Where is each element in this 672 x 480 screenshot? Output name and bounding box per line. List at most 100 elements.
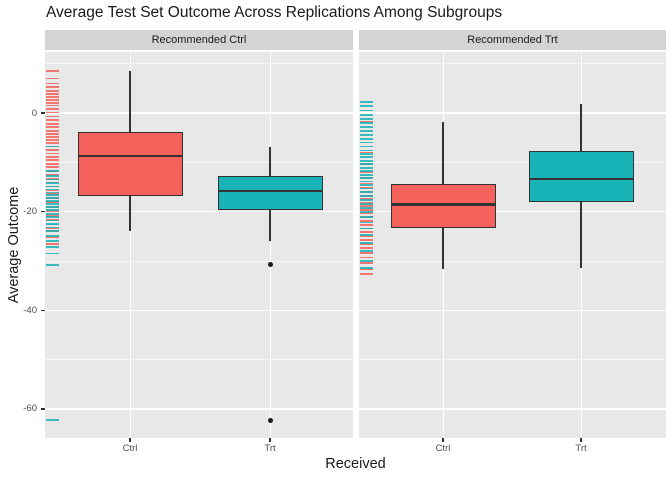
rug-mark-received_trt — [360, 166, 373, 169]
median-line — [528, 177, 634, 181]
x-tick-label: Trt — [575, 443, 587, 454]
x-axis-title: Received — [325, 456, 386, 472]
gridline-minor — [359, 63, 666, 64]
gridline-minor — [359, 359, 666, 360]
rug-mark-received_trt — [46, 174, 59, 177]
rug-mark-received_ctrl — [46, 152, 59, 155]
y-axis-tick — [41, 112, 45, 114]
gridline-major — [359, 112, 666, 114]
rug-mark-received_ctrl — [360, 272, 373, 275]
y-tick-label: 0 — [31, 107, 37, 119]
rug-mark-received_trt — [360, 129, 373, 132]
whisker-lower — [580, 201, 582, 268]
rug-mark-received_ctrl — [360, 205, 373, 208]
rug-mark-received_trt — [46, 245, 59, 248]
rug-mark-received_trt — [360, 202, 373, 205]
gridline-minor — [45, 161, 353, 163]
outlier-point — [267, 262, 273, 268]
rug-mark-received_ctrl — [46, 129, 59, 132]
rug-mark-received_ctrl — [46, 101, 59, 104]
rug-mark-received_ctrl — [46, 89, 59, 92]
rug-mark-received_trt — [360, 105, 373, 107]
rug-mark-received_ctrl — [360, 224, 373, 226]
rug-mark-received_trt — [360, 194, 373, 197]
y-axis-tick — [41, 309, 45, 311]
rug-mark-received_ctrl — [46, 119, 59, 122]
rug-mark-received_trt — [360, 234, 373, 237]
box-ctrl — [77, 131, 183, 196]
rug-mark-received_trt — [360, 198, 373, 201]
gridline-major — [45, 309, 353, 311]
rug-mark-received_trt — [360, 250, 373, 253]
rug-mark-received_trt — [46, 194, 59, 197]
rug-mark-received_ctrl — [46, 156, 59, 158]
rug-mark-received_ctrl — [46, 177, 59, 180]
rug-mark-received_ctrl — [360, 182, 373, 185]
rug-mark-received_trt — [46, 209, 59, 212]
rug-mark-received_trt — [360, 141, 373, 144]
rug-mark-received_trt — [360, 109, 373, 112]
facet-strip-recommended-ctrl: Recommended Ctrl — [45, 30, 353, 50]
box-ctrl — [390, 183, 496, 229]
rug-mark-received_trt — [360, 180, 373, 183]
x-tick-label: Ctrl — [122, 443, 138, 454]
rug-mark-received_trt — [46, 200, 59, 203]
facet-panel-recommended-ctrl — [45, 52, 353, 438]
rug-mark-received_trt — [46, 178, 59, 181]
whisker-upper — [269, 146, 271, 176]
rug-mark-received_ctrl — [360, 242, 373, 245]
rug-mark-received_ctrl — [46, 77, 59, 80]
gridline-minor — [45, 260, 353, 262]
rug-mark-received_trt — [360, 211, 373, 214]
whisker-upper — [442, 122, 444, 184]
x-axis-tick — [442, 438, 444, 442]
facet-panel-recommended-trt — [359, 52, 666, 438]
y-axis-title: Average Outcome — [6, 186, 22, 304]
rug-mark-received_ctrl — [360, 268, 373, 271]
whisker-lower — [442, 228, 444, 270]
rug-mark-received_ctrl — [360, 220, 373, 222]
rug-mark-received_trt — [46, 188, 59, 191]
rug-mark-received_trt — [360, 227, 373, 230]
rug-mark-received_ctrl — [46, 132, 59, 135]
facet-strip-recommended-trt: Recommended Trt — [359, 30, 666, 50]
rug-mark-received_ctrl — [46, 201, 59, 204]
rug-mark-received_ctrl — [46, 111, 59, 114]
gridline-major — [45, 211, 353, 213]
facet-strip-label: Recommended Trt — [467, 34, 558, 46]
y-tick-label: -40 — [23, 304, 37, 316]
whisker-upper — [580, 104, 582, 152]
facet-strip-label: Recommended Ctrl — [151, 34, 247, 46]
rug-mark-received_trt — [360, 184, 373, 186]
gridline-minor — [45, 63, 353, 64]
rug-mark-received_trt — [46, 197, 59, 200]
rug-mark-received_ctrl — [46, 108, 59, 110]
rug-mark-received_trt — [360, 118, 373, 120]
rug-mark-received_trt — [360, 133, 373, 136]
rug-mark-received_ctrl — [46, 214, 59, 217]
rug-mark-received_trt — [46, 212, 59, 215]
rug-mark-received_ctrl — [360, 238, 373, 241]
box-trt — [217, 175, 323, 211]
rug-mark-received_trt — [360, 221, 373, 224]
median-line — [77, 154, 183, 158]
gridline-minor — [45, 359, 353, 360]
x-axis-tick — [580, 438, 582, 442]
rug-mark-received_ctrl — [360, 201, 373, 204]
rug-mark-received_trt — [46, 226, 59, 229]
gridline-minor — [359, 260, 666, 262]
rug-mark-received_ctrl — [360, 208, 373, 211]
rug-mark-received_trt — [46, 182, 59, 184]
rug-mark-received_trt — [46, 185, 59, 188]
rug-mark-received_ctrl — [46, 95, 59, 98]
median-line — [217, 189, 323, 193]
gridline-major — [359, 309, 666, 311]
rug-mark-received_ctrl — [360, 212, 373, 215]
rug-mark-received_trt — [46, 252, 59, 255]
rug-mark-received_trt — [360, 260, 373, 262]
rug-mark-received_ctrl — [46, 173, 59, 176]
rug-mark-received_trt — [360, 125, 373, 128]
rug-mark-received_trt — [360, 159, 373, 162]
x-axis-tick — [129, 438, 131, 442]
rug-mark-received_ctrl — [46, 149, 59, 151]
